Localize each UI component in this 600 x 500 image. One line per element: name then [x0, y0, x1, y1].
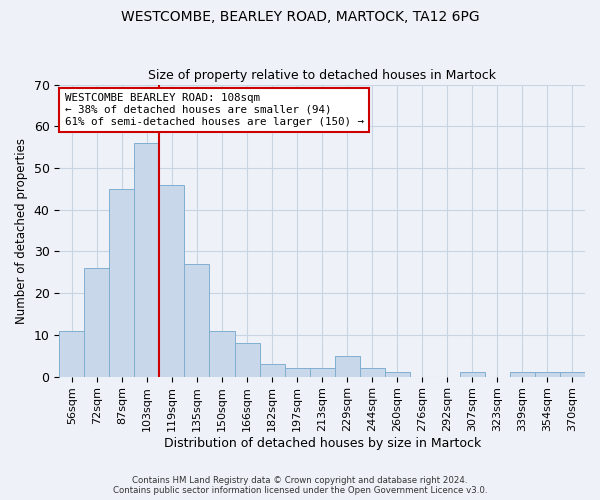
Bar: [310, 368, 335, 376]
Text: WESTCOMBE, BEARLEY ROAD, MARTOCK, TA12 6PG: WESTCOMBE, BEARLEY ROAD, MARTOCK, TA12 6…: [121, 10, 479, 24]
Bar: [209, 330, 235, 376]
Bar: [335, 356, 359, 376]
Bar: [59, 330, 85, 376]
Bar: [160, 184, 184, 376]
Bar: [134, 143, 160, 376]
Bar: [385, 372, 410, 376]
Bar: [235, 343, 260, 376]
Bar: [184, 264, 209, 376]
Bar: [109, 189, 134, 376]
Text: WESTCOMBE BEARLEY ROAD: 108sqm
← 38% of detached houses are smaller (94)
61% of : WESTCOMBE BEARLEY ROAD: 108sqm ← 38% of …: [65, 94, 364, 126]
Text: Contains HM Land Registry data © Crown copyright and database right 2024.
Contai: Contains HM Land Registry data © Crown c…: [113, 476, 487, 495]
Bar: [359, 368, 385, 376]
Bar: [560, 372, 585, 376]
Bar: [260, 364, 284, 376]
Title: Size of property relative to detached houses in Martock: Size of property relative to detached ho…: [148, 69, 496, 82]
Bar: [535, 372, 560, 376]
Bar: [85, 268, 109, 376]
Y-axis label: Number of detached properties: Number of detached properties: [15, 138, 28, 324]
Bar: [460, 372, 485, 376]
Bar: [284, 368, 310, 376]
Bar: [510, 372, 535, 376]
X-axis label: Distribution of detached houses by size in Martock: Distribution of detached houses by size …: [164, 437, 481, 450]
